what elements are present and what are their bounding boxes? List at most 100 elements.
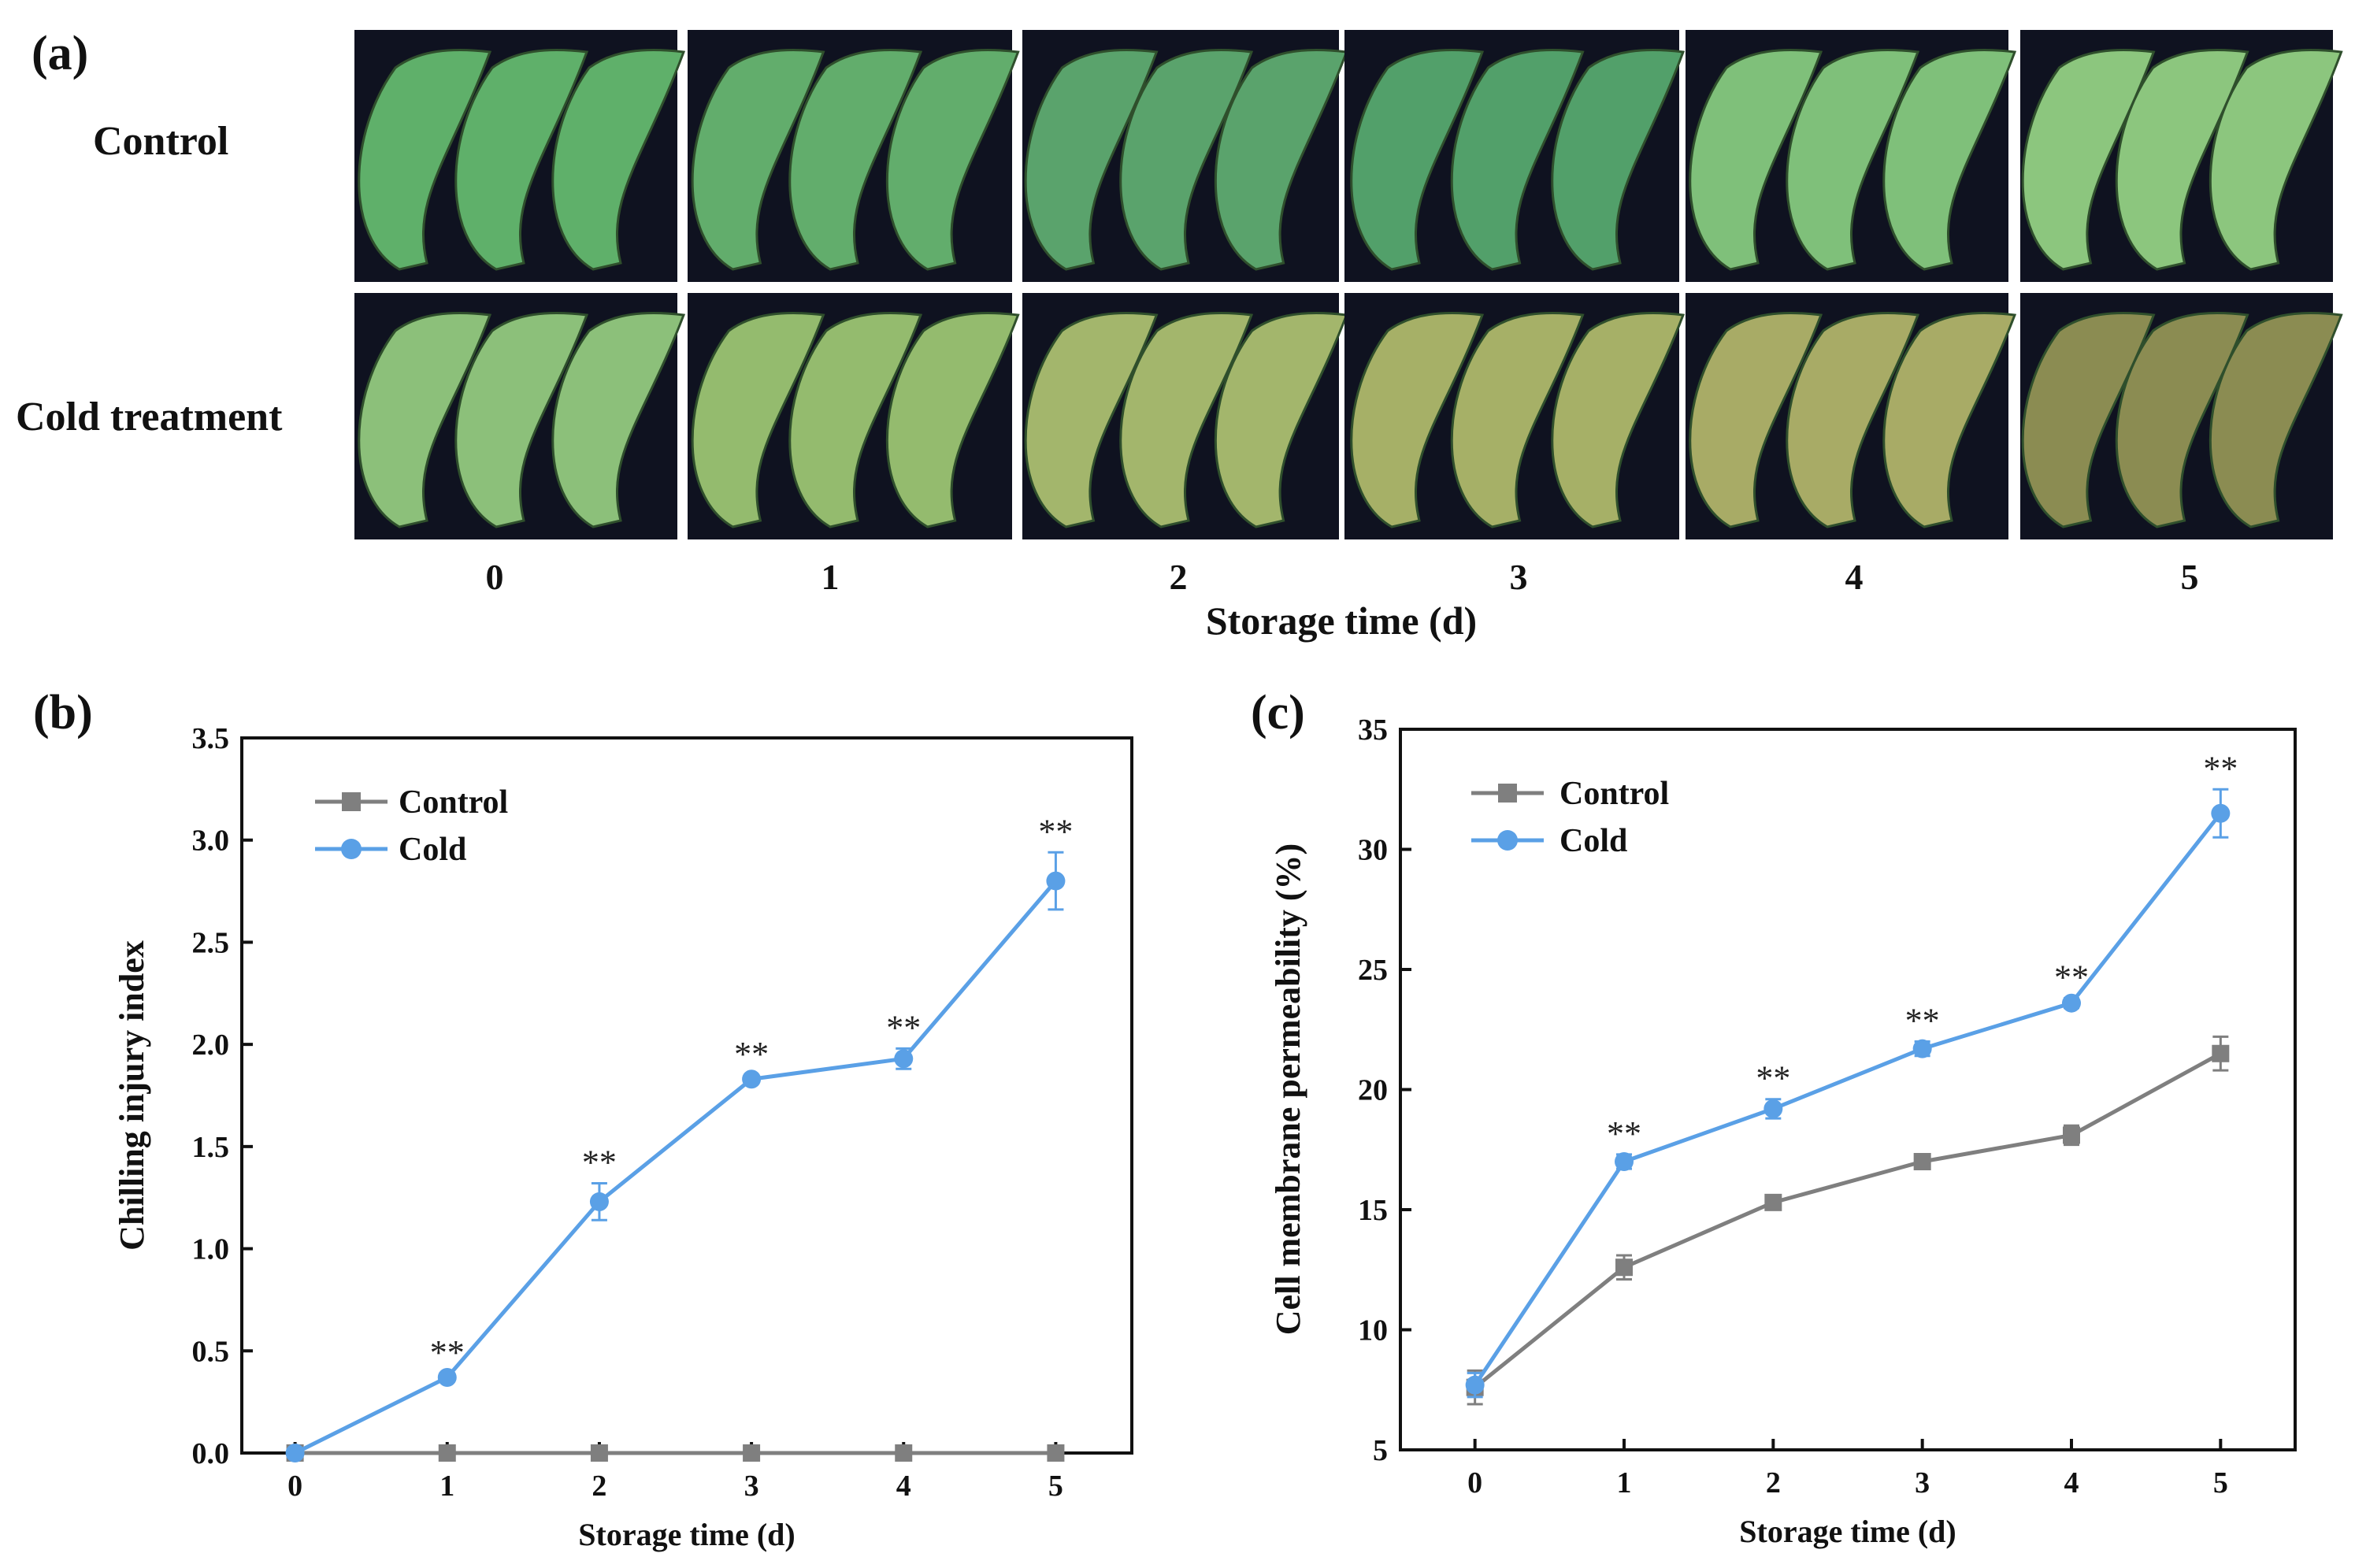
banana [2209, 312, 2343, 528]
data-point-control [590, 1444, 608, 1462]
photo-time-label-4: 4 [1845, 557, 1864, 597]
banana [1786, 312, 1920, 528]
chart-b-xlabel: Storage time (d) [578, 1517, 795, 1552]
x-tick-label: 2 [592, 1470, 606, 1503]
photo-cold-day-2 [1022, 293, 1348, 539]
data-point-control [1047, 1444, 1065, 1462]
chart-b-ylabel: Chilling injury index [113, 940, 151, 1251]
y-tick-label: 20 [1358, 1074, 1388, 1107]
y-tick-label: 0.5 [192, 1335, 230, 1368]
data-point-control [1764, 1193, 1782, 1211]
photo-control-day-4 [1686, 30, 2017, 282]
x-tick-label: 3 [1915, 1466, 1930, 1499]
photo-cold-day-3 [1344, 293, 1686, 539]
data-point-cold [742, 1069, 762, 1089]
chart-b: (b) Storage time (d) Chilling injury ind… [33, 686, 1133, 1552]
significance-marker: ** [1905, 1002, 1940, 1040]
banana [1551, 312, 1686, 528]
significance-marker: ** [2054, 958, 2089, 997]
chart-b-series: ** ** ** ** ** [285, 812, 1073, 1462]
banana [691, 312, 825, 528]
chart-b-frame [240, 736, 1133, 1455]
data-point-cold [1046, 871, 1066, 891]
banana [1024, 312, 1159, 528]
banana [1786, 49, 1920, 271]
x-tick-label: 0 [1467, 1466, 1482, 1499]
banana [1689, 312, 1823, 528]
banana [2115, 49, 2249, 271]
photo-control-day-2 [1022, 30, 1348, 282]
legend-label-cold: Cold [399, 832, 466, 868]
banana [2021, 312, 2156, 528]
significance-marker: ** [582, 1144, 617, 1182]
photo-time-label-2: 2 [1170, 557, 1188, 597]
banana [885, 49, 1020, 271]
chart-c-ylabel: Cell membrane permeability (%) [1269, 843, 1307, 1335]
banana [358, 49, 492, 271]
data-point-control [2212, 1044, 2230, 1062]
x-tick-label: 0 [287, 1470, 302, 1503]
banana [551, 49, 686, 271]
x-tick-label: 5 [2213, 1466, 2228, 1499]
x-tick-label: 1 [439, 1470, 454, 1503]
x-tick-label: 4 [2064, 1466, 2079, 1499]
panel-a: (a) Control Cold treatment 0 1 2 3 4 5 Storag… [16, 27, 2343, 643]
legend-marker-cold [1497, 830, 1518, 851]
banana [1350, 312, 1485, 528]
data-point-cold [1615, 1152, 1634, 1171]
row-label-control: Control [93, 119, 228, 164]
banana [788, 49, 923, 271]
y-tick-label: 10 [1358, 1314, 1388, 1347]
banana [1551, 49, 1686, 271]
significance-marker: ** [1038, 812, 1073, 851]
data-point-cold [894, 1049, 914, 1069]
photo-control-day-1 [688, 30, 1020, 282]
row-label-cold: Cold treatment [16, 395, 283, 439]
banana [1882, 312, 2017, 528]
y-tick-label: 1.0 [192, 1233, 230, 1266]
y-tick-label: 3.5 [192, 722, 230, 755]
data-point-cold [437, 1368, 457, 1388]
photo-control-day-0 [354, 30, 686, 282]
banana [788, 312, 923, 528]
photo-control-day-5 [2020, 30, 2343, 282]
y-tick-label: 2.0 [192, 1029, 230, 1062]
y-tick-label: 1.5 [192, 1131, 230, 1164]
banana [885, 312, 1020, 528]
banana [691, 49, 825, 271]
banana [1119, 49, 1254, 271]
chart-c-series: ** ** ** ** ** [1465, 749, 2238, 1406]
banana [551, 312, 686, 528]
banana [1119, 312, 1254, 528]
y-tick-label: 15 [1358, 1194, 1388, 1227]
photo-time-label-3: 3 [1510, 557, 1528, 597]
significance-marker: ** [430, 1333, 465, 1372]
photo-cold-day-0 [354, 293, 686, 539]
data-point-control [895, 1444, 913, 1462]
data-point-cold [2211, 803, 2231, 823]
photo-time-label-5: 5 [2181, 557, 2199, 597]
significance-marker: ** [886, 1008, 921, 1047]
panel-c-label: (c) [1251, 686, 1305, 740]
x-tick-label: 5 [1048, 1470, 1063, 1503]
data-point-cold [285, 1444, 305, 1462]
legend-marker-cold [341, 839, 362, 859]
chart-c: (c) Storage time (d) Cell membrane perme… [1251, 686, 2297, 1549]
data-point-cold [1912, 1039, 1932, 1058]
data-point-cold [1465, 1375, 1485, 1395]
banana [358, 312, 492, 528]
banana [2021, 49, 2156, 271]
banana [1214, 49, 1348, 271]
banana [1024, 49, 1159, 271]
banana [1882, 49, 2017, 271]
photo-time-labels: 0 1 2 3 4 5 [486, 557, 2199, 597]
data-point-cold [589, 1192, 609, 1211]
x-tick-label: 2 [1766, 1466, 1781, 1499]
y-tick-label: 3.0 [192, 825, 230, 858]
banana [454, 312, 589, 528]
y-tick-label: 2.5 [192, 926, 230, 959]
photo-cold-day-1 [688, 293, 1020, 539]
photo-time-label-0: 0 [486, 557, 504, 597]
legend-label-cold: Cold [1559, 823, 1627, 859]
series-line-control [1474, 1051, 2222, 1389]
